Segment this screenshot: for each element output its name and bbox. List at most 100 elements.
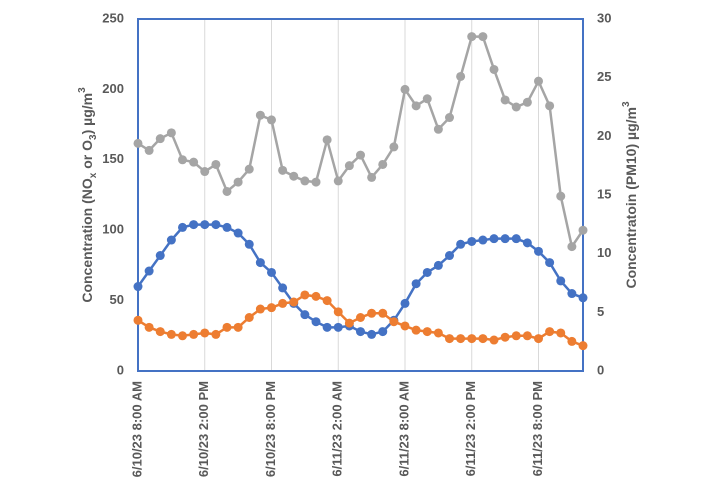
axis-title-part: x [88,172,99,178]
data-point [356,312,365,322]
data-point [367,308,377,318]
y-tick-label: 100 [102,222,124,237]
axis-title-part: 3 [621,101,632,107]
data-point [578,341,588,351]
x-tick-label: 6/11/23 8:00 AM [396,381,411,477]
data-point [233,177,243,187]
data-point [211,329,221,339]
data-point [311,317,321,327]
data-point [178,331,187,341]
data-point [500,332,510,342]
data-point [522,331,532,341]
data-point [244,312,254,322]
data-point [378,308,388,318]
data-point [289,297,299,307]
data-point [534,76,543,86]
data-point [411,325,421,335]
data-point [522,97,532,107]
data-point [289,171,299,181]
data-point [489,64,499,74]
data-point [478,32,488,42]
data-point [356,327,365,337]
data-point [333,307,343,317]
data-point [200,220,210,230]
data-point [300,310,310,320]
data-point [545,327,555,337]
data-point [400,321,410,331]
data-point [567,289,577,299]
data-point [322,135,332,145]
data-point [378,327,388,337]
axis-title-part: Concentratoin (PM10) µg/m [623,107,639,289]
data-point [200,328,210,338]
data-point [445,113,454,123]
data-point [578,225,588,235]
data-point [378,159,388,169]
data-point [467,32,477,42]
data-point [433,260,443,270]
y2-tick-label: 20 [597,128,611,143]
data-point [411,101,421,111]
data-point [255,258,265,268]
x-tick-label: 6/11/23 2:00 AM [330,381,345,477]
plot-frame [137,18,584,372]
data-point [322,322,332,332]
data-point [400,84,410,94]
data-point [344,161,354,171]
data-point [567,242,577,252]
data-point [233,322,243,332]
y-tick-label: 250 [102,10,124,25]
data-point [456,334,466,344]
x-tick-label: 6/10/23 8:00 PM [263,381,278,477]
data-point [522,238,532,248]
data-point [155,251,165,261]
data-point [144,266,154,276]
data-point [367,329,377,339]
data-point [155,134,165,144]
data-point [311,291,321,301]
data-point [478,235,488,245]
data-point [467,334,477,344]
data-point [189,329,199,339]
data-point [511,331,521,341]
data-point [456,239,466,249]
data-point [467,236,477,246]
axis-title-part: ) µg/m [79,93,95,135]
axis-title-part: or O [79,140,95,173]
data-point [166,329,176,339]
data-point [456,71,466,81]
data-point [222,322,232,332]
y-axis-title: Concentration (NOx or O3) µg/m3 [77,87,99,303]
data-point [445,251,454,261]
data-point [534,246,543,256]
data-point [222,186,232,196]
data-point [333,176,343,186]
data-point [556,191,566,201]
data-point [300,176,310,186]
data-point [155,327,165,337]
data-point [211,159,221,169]
data-point [534,334,543,344]
y2-tick-label: 25 [597,69,611,84]
y2-tick-label: 5 [597,304,604,319]
data-point [267,303,276,313]
data-point [478,334,488,344]
x-tick-label: 6/11/23 8:00 PM [530,381,545,476]
data-point [445,334,454,344]
data-point [578,293,588,303]
data-point [133,282,143,292]
data-point [178,222,187,232]
x-tick-label: 6/10/23 8:00 AM [129,381,144,477]
data-point [322,296,332,306]
data-point [267,267,276,277]
data-point [333,322,343,332]
y2-axis-title: Concentratoin (PM10) µg/m3 [621,101,639,289]
data-point [200,167,210,177]
data-point [500,95,510,105]
data-point [311,177,321,187]
data-point [433,328,443,338]
data-point [545,258,555,268]
data-point [278,298,288,308]
data-point [233,228,243,238]
